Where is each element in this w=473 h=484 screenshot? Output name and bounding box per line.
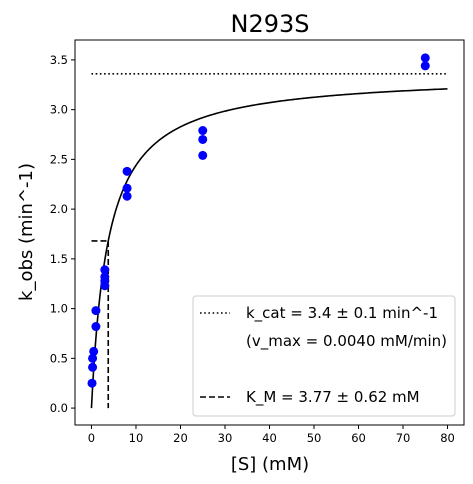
data-point (122, 183, 132, 193)
legend-box (192, 295, 456, 417)
data-point (88, 362, 98, 372)
y-tick-label: 1.0 (50, 302, 68, 316)
data-point (122, 166, 132, 176)
x-tick-label: 70 (396, 431, 411, 445)
x-tick-label: 20 (173, 431, 188, 445)
data-point (87, 378, 97, 388)
y-tick-label: 2.5 (50, 152, 68, 166)
x-tick-label: 80 (440, 431, 455, 445)
data-point (91, 322, 101, 332)
legend-entry: (v_max = 0.0040 mM/min) (246, 332, 447, 351)
x-tick-label: 30 (218, 431, 233, 445)
data-point (88, 353, 98, 363)
y-axis: 0.0 0.5 1.0 1.5 2.0 2.5 3.0 3.5 (50, 53, 75, 415)
legend: k_cat = 3.4 ± 0.1 min^-1 (v_max = 0.0040 … (192, 295, 456, 417)
legend-entry: K_M = 3.77 ± 0.62 mM (246, 388, 420, 407)
x-tick-label: 10 (129, 431, 144, 445)
chart-title: N293S (231, 10, 310, 38)
y-tick-label: 1.5 (50, 252, 68, 266)
data-point (122, 191, 132, 201)
legend-entry: k_cat = 3.4 ± 0.1 min^-1 (246, 304, 438, 323)
y-tick-label: 0.0 (50, 401, 68, 415)
x-axis: 0 10 20 30 40 50 60 70 80 (88, 425, 455, 445)
y-axis-label: k_obs (min^-1) (16, 163, 37, 301)
y-tick-label: 0.5 (50, 351, 68, 365)
data-points (87, 53, 430, 388)
data-point (420, 61, 430, 71)
data-point (89, 346, 99, 356)
x-tick-label: 60 (351, 431, 366, 445)
data-point (100, 265, 110, 275)
data-point (100, 272, 110, 282)
y-tick-label: 3.5 (50, 53, 68, 67)
data-point (91, 306, 101, 316)
x-tick-label: 50 (307, 431, 322, 445)
y-tick-label: 3.0 (50, 103, 68, 117)
data-point (420, 53, 430, 63)
y-tick-label: 2.0 (50, 202, 68, 216)
data-point (198, 150, 208, 160)
data-point (198, 126, 208, 136)
data-point (198, 134, 208, 144)
x-tick-label: 0 (88, 431, 95, 445)
x-axis-label: [S] (mM) (231, 454, 309, 475)
x-tick-label: 40 (262, 431, 277, 445)
